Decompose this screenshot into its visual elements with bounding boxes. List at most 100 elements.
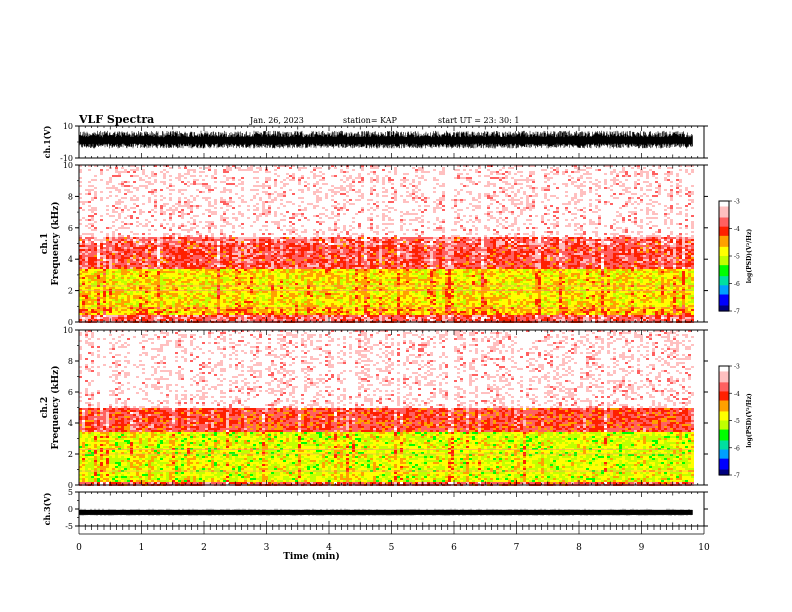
spectrogram-cell [196,313,199,315]
spectrogram-cell [166,269,169,271]
spectrogram-cell [196,261,199,263]
spectrogram-cell [262,225,265,227]
spectrogram-cell [343,311,346,313]
spectrogram-cell [340,171,343,173]
spectrogram-cell [334,207,337,209]
spectrogram-cell [133,259,136,261]
spectrogram-cell [292,309,295,311]
spectrogram-cell [253,265,256,267]
spectrogram-cell [280,261,283,263]
spectrogram-cell [268,243,271,245]
spectrogram-cell [181,263,184,265]
spectrogram-cell [109,305,112,307]
spectrogram-cell [337,319,340,321]
spectrogram-cell [157,239,160,241]
spectrogram-cell [133,313,136,315]
spectrogram-cell [292,203,295,205]
spectrogram-cell [169,291,172,293]
spectrogram-cell [205,243,208,245]
spectrogram-cell [115,293,118,295]
spectrogram-cell [265,209,268,211]
spectrogram-cell [223,253,226,255]
spectrogram-cell [187,241,190,243]
spectrogram-cell [79,243,82,245]
spectrogram-cell [223,271,226,273]
spectrogram-cell [307,277,310,279]
spectrogram-cell [313,175,316,177]
spectrogram-cell [115,241,118,243]
spectrogram-cell [304,255,307,257]
spectrogram-cell [310,309,313,311]
spectrogram-cell [169,315,172,317]
spectrogram-cell [286,183,289,185]
spectrogram-cell [133,295,136,297]
spectrogram-cell [94,213,97,215]
spectrogram-cell [292,301,295,303]
spectrogram-cell [166,247,169,249]
spectrogram-cell [328,263,331,265]
spectrogram-cell [283,277,286,279]
spectrogram-cell [118,287,121,289]
spectrogram-cell [163,281,166,283]
spectrogram-cell [331,253,334,255]
spectrogram-cell [130,237,133,239]
spectrogram-cell [247,317,250,319]
spectrogram-cell [139,291,142,293]
spectrogram-cell [331,259,334,261]
spectrogram-cell [331,229,334,231]
spectrogram-cell [214,199,217,201]
spectrogram-cell [91,245,94,247]
spectrogram-cell [79,283,82,285]
spectrogram-cell [121,255,124,257]
spectrogram-cell [250,275,253,277]
spectrogram-cell [292,279,295,281]
spectrogram-cell [88,259,91,261]
spectrogram-cell [151,267,154,269]
spectrogram-cell [304,257,307,259]
spectrogram-cell [127,243,130,245]
spectrogram-cell [220,217,223,219]
spectrogram-cell [295,233,298,235]
spectrogram-cell [274,291,277,293]
spectrogram-cell [307,253,310,255]
spectrogram-cell [145,283,148,285]
spectrogram-cell [274,265,277,267]
spectrogram-cell [124,287,127,289]
spectrogram-cell [295,213,298,215]
spectrogram-cell [322,265,325,267]
spectrogram-cell [289,291,292,293]
spectrogram-cell [214,177,217,179]
spectrogram-cell [232,201,235,203]
spectrogram-cell [205,185,208,187]
spectrogram-cell [295,287,298,289]
spectrogram-cell [265,179,268,181]
spectrogram-cell [250,239,253,241]
spectrogram-cell [262,283,265,285]
spectrogram-cell [280,271,283,273]
spectrogram-cell [193,283,196,285]
spectrogram-cell [163,169,166,171]
spectrogram-cell [346,293,349,295]
spectrogram-cell [271,289,274,291]
spectrogram-cell [199,247,202,249]
spectrogram-cell [307,289,310,291]
spectrogram-cell [172,315,175,317]
spectrogram-cell [136,267,139,269]
spectrogram-cell [196,253,199,255]
spectrogram-cell [202,185,205,187]
spectrogram-cell [277,273,280,275]
spectrogram-cell [346,167,349,169]
spectrogram-cell [106,165,109,167]
spectrogram-cell [334,305,337,307]
spectrogram-cell [316,287,319,289]
spectrogram-cell [229,247,232,249]
spectrogram-cell [214,297,217,299]
spectrogram-cell [301,259,304,261]
spectrogram-cell [112,289,115,291]
spectrogram-cell [289,281,292,283]
spectrogram-cell [256,273,259,275]
spectrogram-cell [313,259,316,261]
spectrogram-cell [313,293,316,295]
spectrogram-cell [172,185,175,187]
spectrogram-cell [127,279,130,281]
